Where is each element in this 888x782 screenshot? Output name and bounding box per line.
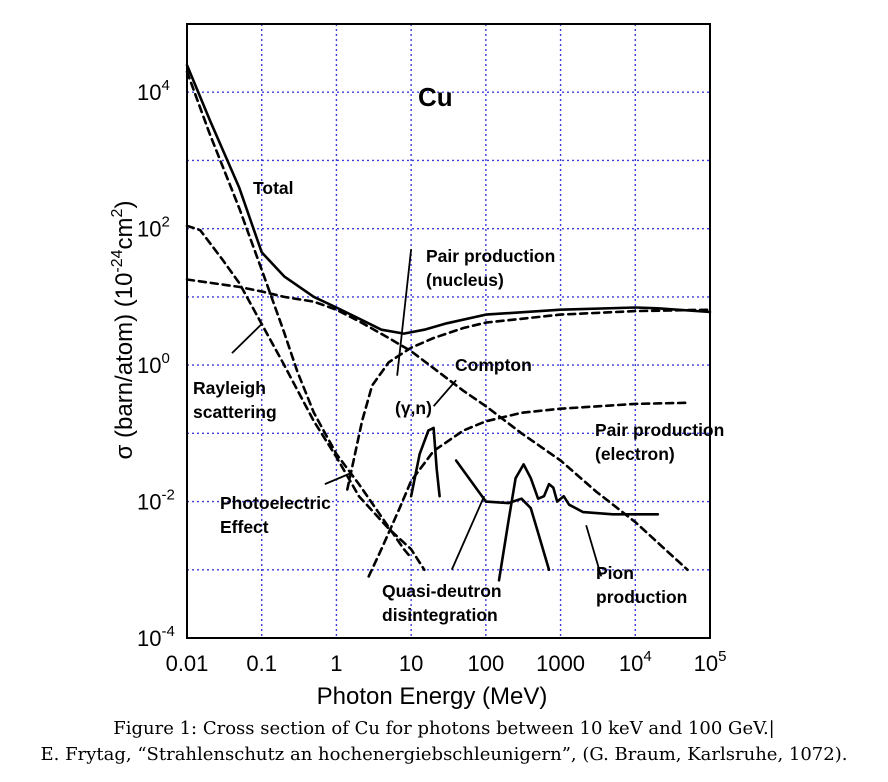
cross-section-chart: Total Pair production (nucleus) Compton Rayl… [109,23,727,710]
leader-lines [231,249,603,577]
leader-line-rayleigh [231,323,263,354]
annotation-pair-electron-line-2: (electron) [595,444,675,464]
annotation-pair-electron-line-1: Pair production [595,420,724,440]
leader-line-compton [432,379,457,407]
y-tick-label: 104 [137,77,170,105]
series-pion [497,463,660,582]
annotation-photoelectric-line-1: Photoelectric [220,493,331,513]
y-axis-title: σ (barn/atom) (10-24cm2) [109,201,138,460]
annotation-pion-line-1: Pion [596,563,634,583]
leader-line-pion [585,524,603,577]
annotation-compton: Compton [455,355,532,375]
series-total [185,63,712,335]
annotation-quasi-deuteron-line-1: Quasi-deutron [382,581,502,601]
annotation-pion-line-2: production [596,587,687,607]
series-pair-electron [367,401,689,578]
x-tick-label: 0.1 [246,651,277,676]
y-tick-label: 10-2 [137,487,175,515]
x-tick-label: 0.01 [166,651,209,676]
series-layer [185,63,712,582]
annotation-photoelectric-line-2: Effect [220,517,269,537]
figure-caption: Figure 1: Cross section of Cu for photon… [113,718,775,739]
y-tick-label: 10-4 [137,623,175,651]
annotation-pair-nucleus-line-2: (nucleus) [426,270,504,290]
x-tick-label: 104 [619,648,652,676]
x-tick-label: 1000 [536,651,585,676]
annotation-rayleigh-line-1: Rayleigh [193,378,266,398]
annotations: Total Pair production (nucleus) Compton Rayl… [193,178,724,625]
x-tick-label: 10 [399,651,423,676]
y-tick-label: 100 [137,350,170,378]
series-compton [185,278,689,572]
leader-line-pair-nucleus [396,249,413,376]
annotation-rayleigh-line-2: scattering [193,402,277,422]
element-label: Cu [418,82,453,112]
x-tick-label: 1 [330,651,342,676]
y-tick-label: 102 [137,214,170,242]
series-photoelectric [185,70,413,560]
annotation-total: Total [253,178,294,198]
x-tick-labels: 0.01 0.1 1 10 100 1000 104 105 [166,648,727,676]
annotation-quasi-deuteron-line-2: disintegration [382,605,498,625]
leader-line-photoelectric [324,472,351,485]
grid [187,24,710,638]
series-pair-nucleus [346,308,712,491]
plot-frame [186,23,711,639]
x-tick-label: 105 [694,648,727,676]
series-quasi-deuteron [454,459,551,572]
y-tick-labels: 10-4 10-2 100 102 104 [137,77,175,651]
series-gamma-n [409,426,441,498]
figure-citation: E. Frytag, “Strahlenschutz an hochenergi… [40,744,848,765]
leader-line-quasi-deuteron [450,495,486,571]
annotation-pair-nucleus-line-1: Pair production [426,246,555,266]
x-tick-label: 100 [467,651,504,676]
x-axis-title: Photon Energy (MeV) [317,683,548,710]
annotation-gamma-n: (γ,n) [395,398,432,418]
